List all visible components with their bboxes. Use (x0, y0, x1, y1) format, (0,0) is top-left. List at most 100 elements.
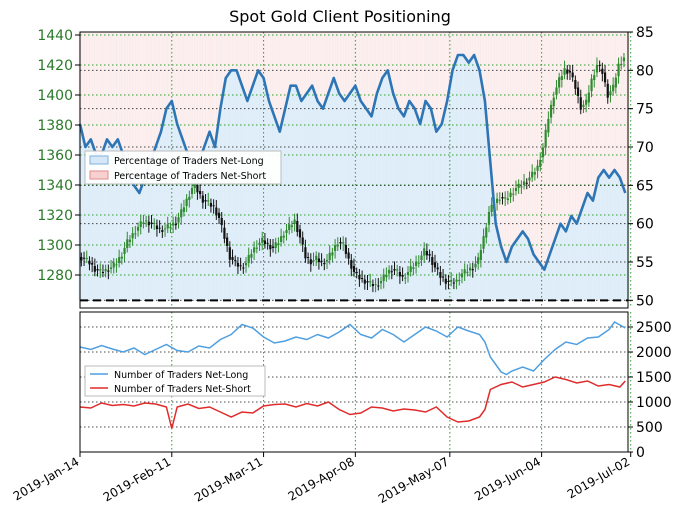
net-long-shade (189, 158, 193, 301)
net-long-shade (415, 116, 419, 301)
candle-body (266, 242, 269, 244)
net-short-shade (421, 32, 425, 113)
candle-body (409, 266, 412, 272)
net-short-shade (124, 32, 128, 167)
candle-body (282, 235, 285, 238)
net-short-shade (243, 32, 247, 94)
candle-body (355, 272, 358, 273)
candle-body (228, 247, 231, 260)
net-short-shade (91, 32, 95, 147)
net-short-shade (575, 32, 579, 224)
candle-body (558, 77, 561, 88)
net-short-shade (334, 32, 338, 86)
candle-body (193, 182, 196, 188)
candle-body (85, 258, 88, 260)
candle-body (236, 263, 240, 267)
candle-body (320, 260, 323, 262)
candle-body (387, 269, 391, 274)
net-long-shade (121, 154, 125, 301)
net-long-shade (580, 208, 584, 301)
candle-body (463, 269, 466, 274)
net-long-shade (510, 246, 514, 301)
candle-body (393, 269, 396, 271)
net-short-shade (108, 32, 112, 144)
net-long-shade (213, 147, 217, 301)
candle-body (290, 225, 294, 227)
candle-body (220, 218, 223, 226)
net-long-shade (513, 242, 517, 301)
net-short-shade (199, 32, 203, 155)
net-long-shade (494, 223, 498, 301)
candle-body (401, 275, 404, 277)
net-long-shade (553, 239, 557, 301)
candle-body (199, 191, 202, 195)
net-short-shade (413, 32, 417, 109)
left-axis-label: 1320 (37, 208, 73, 224)
candle-body (139, 221, 142, 227)
candle-body (414, 261, 418, 266)
candle-body (169, 226, 172, 228)
candle-body (288, 224, 291, 230)
candle-body (612, 84, 615, 92)
net-short-shade (507, 32, 511, 255)
net-long-shade (610, 173, 614, 301)
net-long-shade (515, 239, 519, 301)
net-short-shade (553, 32, 557, 239)
candle-body (126, 239, 129, 248)
left-axis-label: 1380 (37, 118, 73, 134)
net-short-shade (375, 32, 379, 94)
candle-body (576, 87, 580, 96)
net-short-shade (132, 32, 136, 186)
candle-body (96, 269, 99, 271)
candle-body (212, 205, 215, 207)
candle-body (595, 65, 599, 73)
candle-body (371, 284, 374, 287)
net-short-shade (145, 32, 149, 170)
candle-body (304, 247, 307, 259)
net-short-shade (429, 32, 433, 109)
net-short-shade (275, 32, 279, 124)
net-short-shade (121, 32, 125, 155)
net-short-shade (259, 32, 263, 75)
net-short-shade (437, 32, 441, 128)
net-short-shade (175, 32, 179, 124)
net-short-shade (475, 32, 479, 63)
price-legend-box (84, 150, 282, 185)
candle-body (255, 247, 258, 249)
net-long-shade (345, 97, 349, 301)
net-short-shade (370, 32, 374, 117)
net-short-shade (602, 32, 606, 170)
candle-body (91, 263, 94, 265)
net-short-shade (81, 32, 85, 136)
candle-body (520, 186, 523, 188)
candle-body (552, 97, 555, 107)
net-long-shade (456, 55, 460, 301)
net-short-shade (577, 32, 581, 216)
candle-body (118, 257, 121, 263)
net-long-shade (205, 139, 209, 301)
net-short-shade (623, 32, 627, 193)
net-short-shade (213, 32, 217, 147)
candle-body (536, 165, 539, 171)
candle-body (363, 279, 366, 284)
net-short-shade (291, 32, 295, 86)
net-short-shade (159, 32, 163, 132)
net-long-shade (132, 185, 136, 301)
candle-body (406, 272, 410, 275)
net-long-shade (321, 108, 325, 301)
candle-body (544, 129, 547, 148)
net-long-shade (537, 262, 541, 301)
candle-body (436, 267, 439, 270)
net-short-shade (332, 32, 336, 78)
candle-body (82, 257, 86, 259)
candle-body (417, 262, 420, 264)
candle-body (293, 219, 296, 224)
candle-body (298, 229, 302, 238)
legend-label-count-short: Number of Traders Net-Short (114, 384, 251, 395)
net-short-shade (548, 32, 552, 255)
candle-body (614, 77, 617, 88)
candle-body (585, 99, 588, 105)
net-short-shade (113, 32, 117, 144)
net-short-shade (280, 32, 284, 121)
net-long-shade (294, 85, 298, 301)
